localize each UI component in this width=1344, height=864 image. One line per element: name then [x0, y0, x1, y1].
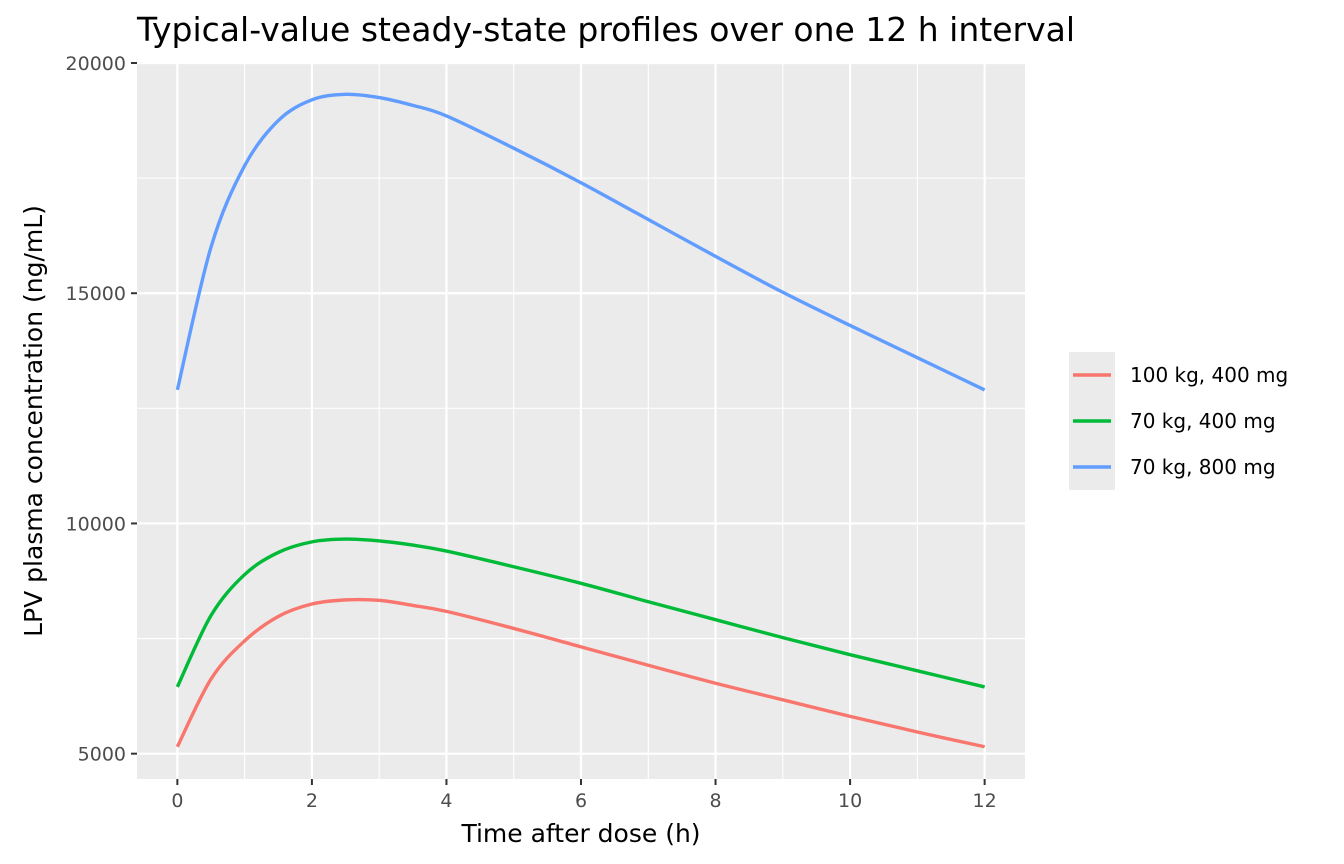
x-tick-label: 2 [306, 790, 318, 812]
y-axis-title: LPV plasma concentration (ng/mL) [19, 205, 48, 637]
y-tick-label: 15000 [66, 283, 126, 305]
legend: 100 kg, 400 mg 70 kg, 400 mg 70 kg, 800 mg [1069, 352, 1288, 490]
y-tick-label: 20000 [66, 53, 126, 75]
series-line-1 [175, 597, 986, 749]
x-tick-label: 10 [838, 790, 862, 812]
x-tick-label: 6 [575, 790, 587, 812]
x-tick-label: 4 [440, 790, 452, 812]
y-tick-label: 10000 [66, 513, 126, 535]
series-line-2 [175, 537, 986, 689]
y-tick-label: 5000 [78, 744, 126, 766]
x-axis-title: Time after dose (h) [460, 819, 700, 848]
series-lines [175, 92, 986, 749]
legend-label-3: 70 kg, 800 mg [1130, 455, 1276, 479]
legend-label-1: 100 kg, 400 mg [1130, 363, 1288, 387]
grid-minor [137, 63, 1025, 779]
x-tick-label: 12 [973, 790, 997, 812]
series-line-3 [175, 92, 986, 392]
x-tick-label: 0 [171, 790, 183, 812]
legend-label-2: 70 kg, 400 mg [1130, 409, 1276, 433]
x-tick-label: 8 [709, 790, 721, 812]
x-axis: 0 2 4 6 8 10 12 [171, 779, 997, 812]
chart-title: Typical-value steady-state profiles over… [136, 10, 1075, 49]
grid-major [137, 61, 1025, 779]
y-axis: 5000 10000 15000 20000 [66, 53, 137, 766]
